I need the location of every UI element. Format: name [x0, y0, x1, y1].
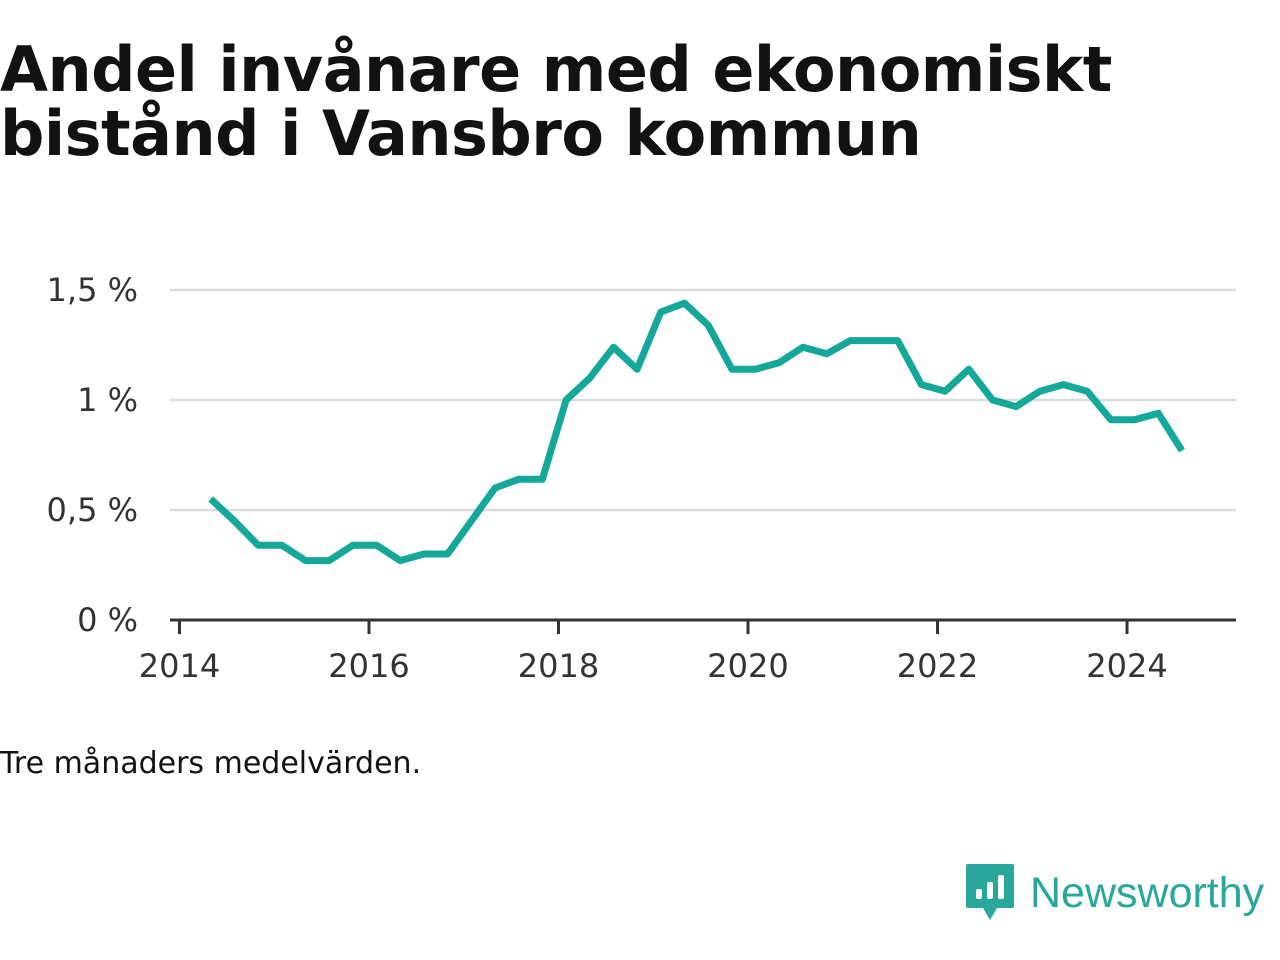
x-tick-label: 2024: [1086, 647, 1167, 685]
y-tick-label: 0,5 %: [47, 491, 138, 529]
title-line-2: bistånd i Vansbro kommun: [0, 97, 922, 170]
bar-chart-bubble-icon: [966, 864, 1014, 920]
line-chart: 0 % 0,5 % 1 % 1,5 % 2014 2016 2018 2020 2022 2024: [47, 271, 1236, 685]
axes: 0 % 0,5 % 1 % 1,5 % 2014 2016 2018 2020 2022 2024: [47, 271, 1236, 685]
y-tick-label: 0 %: [77, 601, 138, 639]
y-tick-label: 1 %: [77, 381, 138, 419]
x-tick-label: 2022: [897, 647, 978, 685]
x-tick-label: 2014: [139, 647, 220, 685]
chart-note: Tre månaders medelvärden.: [0, 746, 422, 781]
x-tick-label: 2020: [707, 647, 788, 685]
chart-title: Andel invånare med ekonomiskt bistånd i …: [0, 38, 1260, 166]
x-tick-label: 2018: [518, 647, 599, 685]
brand-logo: Newsworthy: [964, 862, 1264, 924]
title-line-1: Andel invånare med ekonomiskt: [0, 33, 1112, 106]
x-tick-label: 2016: [328, 647, 409, 685]
series-layer: [208, 299, 1185, 565]
gridlines: [170, 288, 1236, 512]
series-line: [208, 299, 1185, 565]
brand-name: Newsworthy: [1030, 869, 1265, 917]
y-tick-label: 1,5 %: [47, 271, 138, 309]
